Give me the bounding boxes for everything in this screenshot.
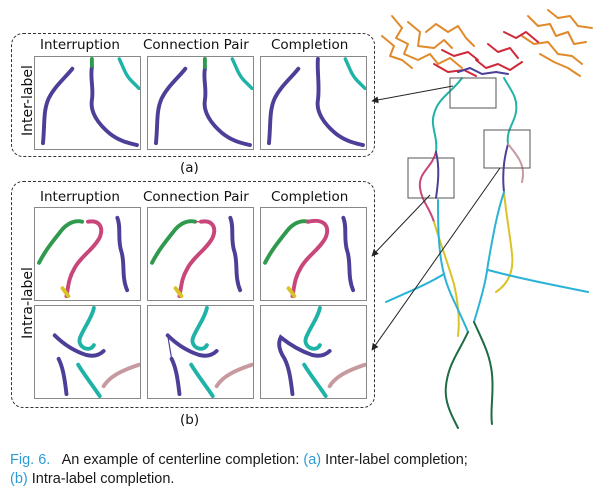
panel-a-completion [260,56,367,150]
vessel-tree-illustration [381,9,593,429]
vessel-cluster-top [381,9,593,77]
panel-b1-connection-pair-image [150,215,243,299]
caption-b-marker: (b) [10,471,28,487]
sublabel-b: (b) [180,412,200,428]
panel-b1-interruption [34,207,141,301]
col-head-interruption-a: Interruption [40,37,120,53]
panel-b2-connection-pair [147,305,254,399]
caption-fig-label: Fig. 6. [10,452,51,468]
caption-text-2: Inter-label completion; [325,452,468,468]
panel-a-completion-image [267,57,366,148]
caption-text-3: Intra-label completion. [31,471,175,487]
panel-a-connection-pair-image [154,57,253,148]
panel-b1-interruption-image [37,215,130,299]
panel-a-connection-pair [147,56,254,150]
panel-a-interruption [34,56,141,150]
panel-b2-interruption [34,305,141,399]
zoom-box-inter [449,77,497,109]
caption-a-marker: (a) [303,452,322,468]
col-head-interruption-b: Interruption [40,189,120,205]
col-head-completion-a: Completion [271,37,349,53]
panel-a-interruption-image [41,57,140,148]
panel-b2-completion [260,305,367,399]
col-head-connection-pair-b: Connection Pair [143,189,249,205]
panel-b2-completion-image [277,306,366,398]
zoom-box-intra-right [483,129,531,169]
col-head-completion-b: Completion [271,189,349,205]
sublabel-a: (a) [180,160,199,176]
panel-b2-interruption-image [52,306,140,398]
figure-caption: Fig. 6. An example of centerline complet… [10,451,595,489]
panel-b2-connection-pair-image [165,306,253,398]
col-head-connection-pair-a: Connection Pair [143,37,249,53]
panel-b1-connection-pair [147,207,254,301]
caption-text-1: An example of centerline completion: [61,452,300,468]
panel-b1-completion [260,207,367,301]
panel-b1-completion-image [263,215,356,299]
